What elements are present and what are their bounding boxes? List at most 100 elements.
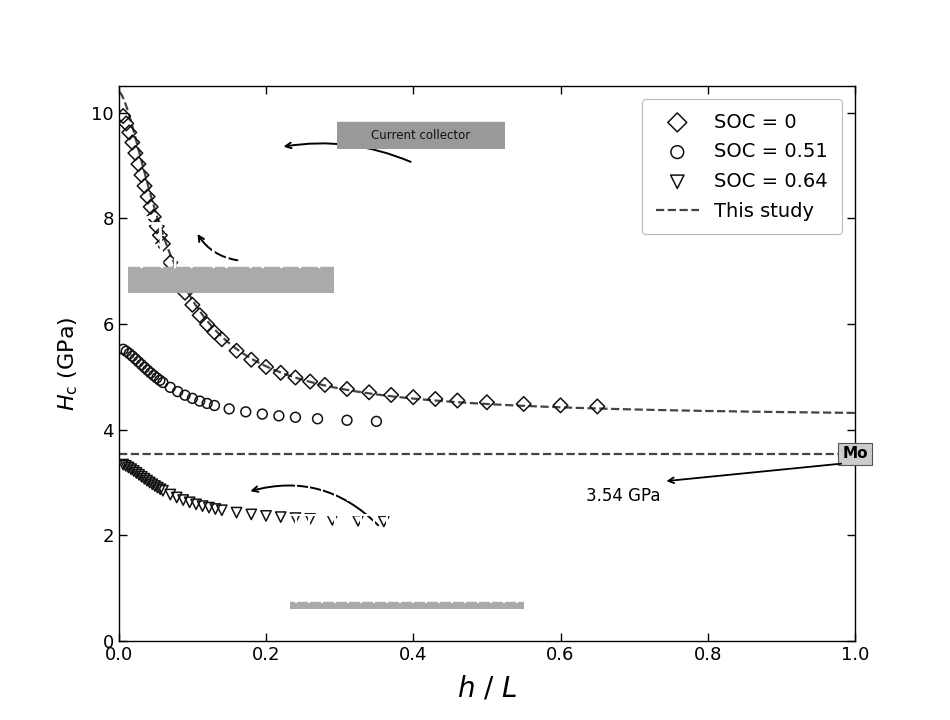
Text: 3.54 GPa: 3.54 GPa	[586, 487, 660, 505]
Text: Active material: Active material	[375, 97, 466, 110]
SOC = 0	[361, 387, 376, 398]
SOC = 0.51	[143, 367, 159, 379]
SOC = 0	[288, 372, 303, 383]
SOC = 0.51	[207, 400, 222, 411]
SOC = 0.64	[118, 460, 133, 472]
SOC = 0.64	[134, 471, 149, 482]
SOC = 0.64	[131, 469, 146, 481]
Y-axis label: $H_\mathrm{c}$ (GPa): $H_\mathrm{c}$ (GPa)	[57, 316, 80, 411]
Text: Mo: Mo	[843, 446, 867, 462]
SOC = 0	[214, 333, 230, 345]
SOC = 0	[152, 230, 167, 241]
SOC = 0	[229, 345, 244, 356]
SOC = 0.51	[184, 392, 200, 404]
SOC = 0	[479, 397, 494, 408]
SOC = 0.51	[162, 382, 178, 393]
SOC = 0	[162, 257, 178, 269]
SOC = 0.51	[124, 351, 140, 362]
SOC = 0.64	[302, 513, 317, 525]
SOC = 0	[137, 180, 152, 192]
SOC = 0.51	[339, 415, 354, 426]
SOC = 0.64	[188, 498, 203, 510]
SOC = 0	[590, 400, 605, 412]
SOC = 0.64	[147, 480, 162, 492]
Legend: SOC = 0, SOC = 0.51, SOC = 0.64, This study: SOC = 0, SOC = 0.51, SOC = 0.64, This st…	[642, 99, 842, 234]
SOC = 0.51	[310, 413, 325, 425]
SOC = 0.64	[169, 492, 184, 503]
SOC = 0.64	[124, 464, 139, 475]
SOC = 0.64	[126, 465, 142, 477]
SOC = 0	[131, 158, 146, 170]
SOC = 0	[428, 393, 443, 405]
SOC = 0	[207, 327, 222, 338]
SOC = 0	[143, 201, 159, 212]
SOC = 0	[184, 299, 200, 310]
SOC = 0.64	[274, 511, 289, 523]
X-axis label: $h$ / $L$: $h$ / $L$	[457, 675, 517, 703]
SOC = 0.51	[178, 390, 193, 401]
SOC = 0	[200, 319, 215, 330]
SOC = 0	[170, 273, 185, 284]
SOC = 0.51	[131, 356, 146, 367]
SOC = 0	[274, 367, 289, 379]
SOC = 0	[553, 400, 568, 411]
SOC = 0	[156, 238, 171, 250]
SOC = 0	[140, 191, 155, 202]
SOC = 0.51	[119, 346, 134, 357]
SOC = 0	[243, 354, 258, 366]
SOC = 0.64	[376, 516, 391, 527]
SOC = 0.64	[129, 467, 144, 479]
SOC = 0.64	[150, 482, 165, 493]
SOC = 0	[317, 379, 332, 391]
SOC = 0	[149, 220, 164, 232]
SOC = 0.64	[140, 475, 155, 487]
SOC = 0.51	[128, 353, 143, 364]
SOC = 0.51	[140, 364, 155, 376]
SOC = 0.51	[200, 397, 215, 409]
SOC = 0	[116, 110, 131, 122]
SOC = 0.51	[152, 374, 167, 386]
SOC = 0	[384, 390, 399, 401]
SOC = 0	[339, 383, 354, 395]
SOC = 0.51	[255, 408, 270, 420]
SOC = 0	[134, 169, 149, 181]
SOC = 0.64	[144, 479, 160, 490]
SOC = 0.51	[272, 410, 287, 422]
SOC = 0	[119, 117, 134, 129]
SOC = 0.51	[170, 386, 185, 397]
SOC = 0.64	[351, 515, 366, 526]
Text: Current collector: Current collector	[370, 129, 470, 142]
SOC = 0	[178, 287, 193, 299]
SOC = 0.51	[146, 369, 162, 381]
SOC = 0	[122, 127, 137, 138]
SOC = 0.64	[121, 462, 136, 473]
SOC = 0.64	[214, 505, 230, 516]
SOC = 0.64	[142, 477, 158, 488]
SOC = 0.64	[182, 497, 198, 508]
SOC = 0	[128, 148, 143, 159]
SOC = 0.51	[134, 359, 149, 370]
SOC = 0.64	[325, 514, 340, 526]
SOC = 0	[450, 395, 465, 406]
SOC = 0	[406, 392, 421, 403]
SOC = 0	[258, 361, 274, 373]
SOC = 0.64	[156, 485, 171, 497]
SOC = 0.64	[176, 495, 191, 506]
SOC = 0.64	[153, 483, 168, 495]
SOC = 0	[192, 310, 207, 321]
SOC = 0.64	[258, 510, 274, 522]
SOC = 0.51	[156, 377, 171, 388]
SOC = 0.64	[243, 508, 258, 520]
SOC = 0.51	[238, 406, 254, 418]
SOC = 0.64	[229, 507, 244, 518]
SOC = 0.51	[192, 395, 207, 407]
SOC = 0.64	[208, 503, 223, 515]
SOC = 0.64	[288, 513, 303, 524]
SOC = 0.64	[162, 489, 178, 500]
SOC = 0.51	[137, 361, 152, 373]
SOC = 0.64	[137, 473, 152, 485]
SOC = 0	[302, 376, 317, 387]
SOC = 0.64	[116, 459, 131, 470]
SOC = 0.51	[221, 403, 237, 415]
SOC = 0.51	[149, 372, 164, 384]
